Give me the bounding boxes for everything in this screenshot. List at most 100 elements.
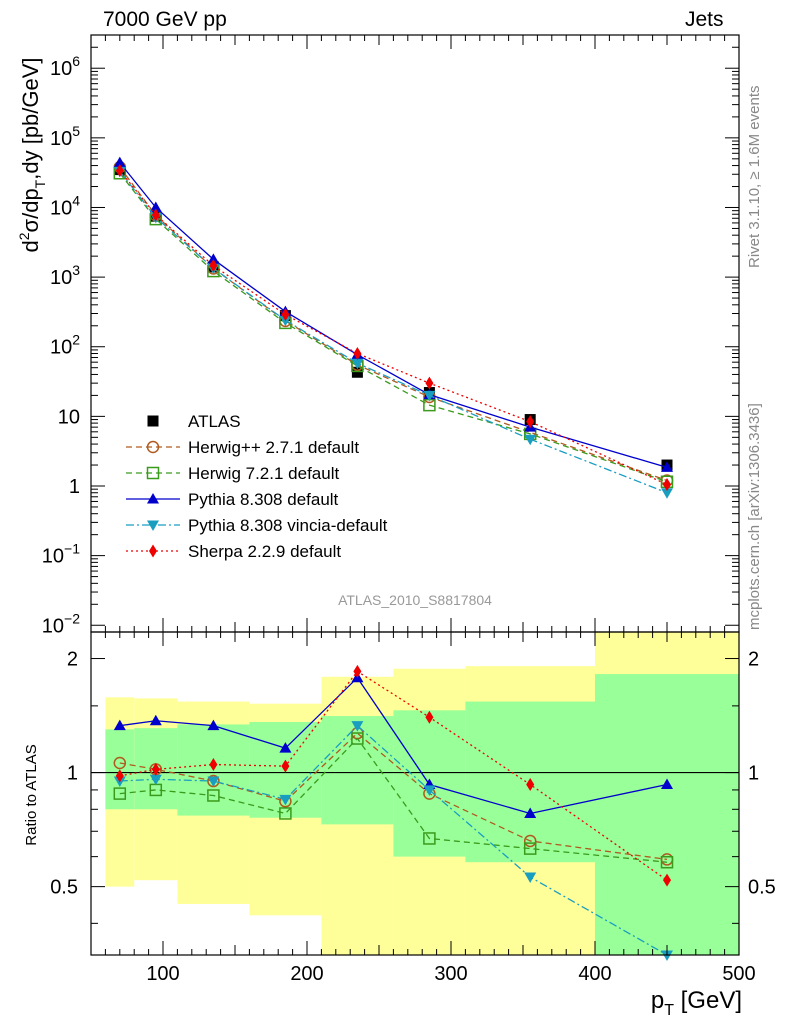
ratio-bands bbox=[105, 632, 739, 955]
header-left: 7000 GeV pp bbox=[103, 8, 227, 31]
series-line bbox=[119, 172, 668, 483]
band-green bbox=[321, 716, 394, 825]
ratio-point bbox=[523, 834, 537, 848]
ratio-y-tick-label-left: 1 bbox=[67, 763, 78, 785]
data-point bbox=[423, 390, 436, 402]
ratio-y-tick-label-right: 1 bbox=[748, 763, 759, 785]
ratio-point bbox=[660, 855, 674, 869]
data-point bbox=[425, 376, 434, 390]
ratio-y-tick-label-right: 0.5 bbox=[748, 877, 776, 899]
data-point bbox=[151, 208, 160, 222]
ratio-point bbox=[279, 794, 292, 806]
ratio-point bbox=[209, 758, 218, 772]
y-tick-label: 106 bbox=[50, 53, 80, 80]
data-point bbox=[209, 259, 218, 273]
analysis-id: ATLAS_2010_S8817804 bbox=[338, 592, 492, 608]
ratio-point bbox=[113, 756, 127, 770]
band-green bbox=[105, 729, 135, 810]
ratio-series-1 bbox=[113, 732, 674, 869]
x-tick-label: 300 bbox=[434, 963, 467, 985]
ratio-point bbox=[524, 872, 537, 884]
y-tick-label: 104 bbox=[50, 192, 80, 219]
ratio-point bbox=[523, 842, 537, 855]
series-line bbox=[119, 170, 668, 486]
ratio-line bbox=[119, 676, 668, 815]
ratio-y-tick-label-right: 2 bbox=[748, 649, 759, 671]
ratio-line bbox=[119, 724, 668, 956]
ratio-line bbox=[119, 737, 668, 863]
legend-label: ATLAS bbox=[188, 412, 241, 431]
ratio-point bbox=[279, 807, 292, 820]
ratio-point bbox=[281, 759, 290, 773]
ratio-point bbox=[207, 789, 220, 802]
y-tick-label: 105 bbox=[50, 123, 80, 150]
ratio-point bbox=[526, 778, 535, 792]
ratio-point bbox=[113, 787, 127, 800]
band-green bbox=[595, 674, 739, 955]
legend-label: Sherpa 2.2.9 default bbox=[188, 542, 341, 561]
legend-marker bbox=[146, 466, 160, 480]
data-point bbox=[661, 488, 673, 499]
data-point bbox=[663, 478, 671, 492]
y-tick-label: 10−2 bbox=[42, 610, 80, 637]
data-point bbox=[351, 358, 364, 370]
ratio-y-tick-label-left: 0.5 bbox=[50, 877, 78, 899]
ratio-point bbox=[149, 774, 162, 786]
data-point bbox=[526, 415, 535, 429]
data-point bbox=[524, 434, 537, 446]
data-point bbox=[353, 346, 362, 360]
legend-label: Herwig++ 2.7.1 default bbox=[188, 438, 359, 457]
ratio-frame bbox=[90, 631, 740, 956]
main-y-ticks bbox=[91, 46, 739, 626]
y-tick-label: 102 bbox=[50, 332, 80, 359]
legend-marker bbox=[147, 415, 159, 427]
ratio-point bbox=[115, 769, 124, 783]
data-point bbox=[207, 253, 220, 264]
ratio-point bbox=[663, 873, 671, 887]
y-tick-label: 103 bbox=[50, 262, 80, 289]
ratio-line bbox=[119, 732, 668, 861]
series-line bbox=[119, 166, 668, 482]
legend-marker bbox=[146, 440, 160, 454]
ratio-point bbox=[524, 807, 537, 818]
ratio-point bbox=[207, 776, 220, 788]
header-right: Jets bbox=[685, 8, 724, 31]
legend-marker bbox=[149, 544, 157, 558]
ratio-point bbox=[423, 832, 436, 845]
legend-marker bbox=[147, 493, 159, 504]
x-tick-label: 500 bbox=[722, 963, 755, 985]
data-point bbox=[149, 201, 162, 212]
ratio-line bbox=[119, 670, 668, 881]
ratio-y-axis-label: Ratio to ATLAS bbox=[23, 744, 40, 845]
ratio-point bbox=[661, 778, 673, 790]
y-tick-label: 10−1 bbox=[42, 541, 80, 568]
legend-marker bbox=[147, 520, 159, 531]
y-tick-label: 10 bbox=[58, 406, 80, 428]
data-point bbox=[113, 156, 126, 168]
y-tick-label: 1 bbox=[69, 476, 80, 498]
data-point bbox=[115, 163, 124, 177]
x-axis-label: pT [GeV] bbox=[651, 987, 742, 1019]
ratio-point bbox=[113, 719, 126, 731]
ratio-y-ticks bbox=[91, 658, 739, 924]
x-ticks bbox=[104, 35, 740, 955]
ratio-point bbox=[351, 721, 364, 732]
ratio-point bbox=[425, 710, 434, 724]
data-point bbox=[661, 461, 673, 472]
ratio-y-tick-label-left: 2 bbox=[67, 649, 78, 671]
ratio-point bbox=[661, 950, 673, 961]
ratio-point bbox=[423, 785, 436, 796]
x-tick-label: 400 bbox=[578, 963, 611, 985]
series-line bbox=[119, 162, 668, 469]
ratio-series-4 bbox=[115, 664, 671, 887]
series-line bbox=[119, 170, 668, 494]
ratio-point bbox=[151, 762, 160, 776]
main-y-axis-label: d2σ/dpT,dy [pb/GeV] bbox=[16, 57, 48, 252]
data-point bbox=[281, 308, 290, 322]
x-tick-label: 100 bbox=[146, 963, 179, 985]
ratio-point bbox=[353, 664, 362, 678]
ratio-point bbox=[207, 719, 220, 731]
data-point bbox=[351, 366, 363, 378]
x-tick-label: 200 bbox=[290, 963, 323, 985]
